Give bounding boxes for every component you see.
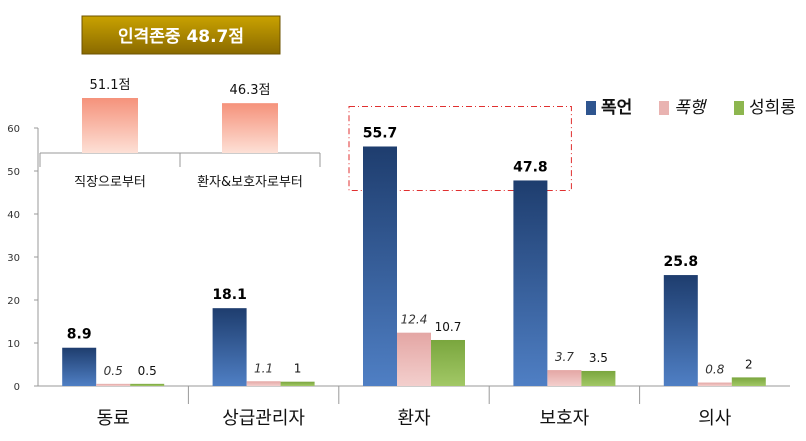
data-label: 1.1 xyxy=(254,361,273,375)
data-label: 3.7 xyxy=(555,350,574,364)
data-label: 12.4 xyxy=(401,313,428,327)
x-category-label: 상급관리자 xyxy=(222,408,305,429)
data-label: 0.5 xyxy=(138,364,157,378)
bar-폭행-환자 xyxy=(397,332,431,386)
data-label: 55.7 xyxy=(363,125,398,141)
bar-폭행-동료 xyxy=(96,383,131,386)
data-label: 10.7 xyxy=(435,320,462,334)
data-label: 47.8 xyxy=(513,159,548,175)
inset-bar xyxy=(82,98,138,153)
legend-label: 폭행 xyxy=(674,98,708,118)
bar-폭언-보호자 xyxy=(513,180,548,386)
data-label: 18.1 xyxy=(212,287,247,303)
bar-폭언-상급관리자 xyxy=(212,308,247,386)
inset-title-box xyxy=(81,15,281,55)
x-category-label: 동료 xyxy=(97,408,130,429)
data-label: 3.5 xyxy=(589,351,608,365)
bar-폭행-의사 xyxy=(697,382,732,386)
x-category-label: 환자 xyxy=(397,408,431,429)
y-tick-label: 10 xyxy=(7,339,20,350)
x-category-label: 의사 xyxy=(698,408,732,429)
bar-폭언-동료 xyxy=(62,347,97,386)
bar-성희롱-상급관리자 xyxy=(280,381,315,386)
legend-swatch xyxy=(659,101,669,115)
inset-value-label: 51.1점 xyxy=(90,78,131,93)
x-category-label: 보호자 xyxy=(540,408,590,429)
data-label: 25.8 xyxy=(664,254,699,270)
y-tick-label: 30 xyxy=(7,253,20,264)
inset-title: 인격존중 48.7점 xyxy=(118,27,244,47)
highlight-box xyxy=(348,105,572,191)
y-tick-label: 60 xyxy=(7,124,20,135)
bar-폭언-의사 xyxy=(663,275,698,386)
data-label: 0.8 xyxy=(705,363,724,377)
inset-category-label: 환자&보호자로부터 xyxy=(197,175,303,190)
bar-성희롱-환자 xyxy=(431,339,465,386)
bar-성희롱-동료 xyxy=(130,383,165,386)
legend-label: 성희롱 xyxy=(749,98,796,118)
bar-폭행-보호자 xyxy=(547,370,582,386)
y-tick-label: 20 xyxy=(7,296,20,307)
bar-폭행-상급관리자 xyxy=(246,381,281,386)
bar-폭언-환자 xyxy=(363,146,397,386)
inset-bar xyxy=(222,103,278,153)
data-label: 2 xyxy=(745,357,753,371)
bar-성희롱-보호자 xyxy=(581,370,616,386)
y-tick-label: 40 xyxy=(7,210,20,221)
y-tick-label: 0 xyxy=(14,382,20,393)
legend-swatch xyxy=(586,101,596,115)
y-tick-label: 50 xyxy=(7,167,20,178)
inset-category-label: 직장으로부터 xyxy=(74,175,146,190)
data-label: 8.9 xyxy=(67,327,92,343)
bar-성희롱-의사 xyxy=(731,377,766,386)
legend-label: 폭언 xyxy=(601,98,632,118)
data-label: 1 xyxy=(294,362,302,376)
inset-value-label: 46.3점 xyxy=(230,83,271,98)
legend-swatch xyxy=(734,101,744,115)
data-label: 0.5 xyxy=(104,364,123,378)
